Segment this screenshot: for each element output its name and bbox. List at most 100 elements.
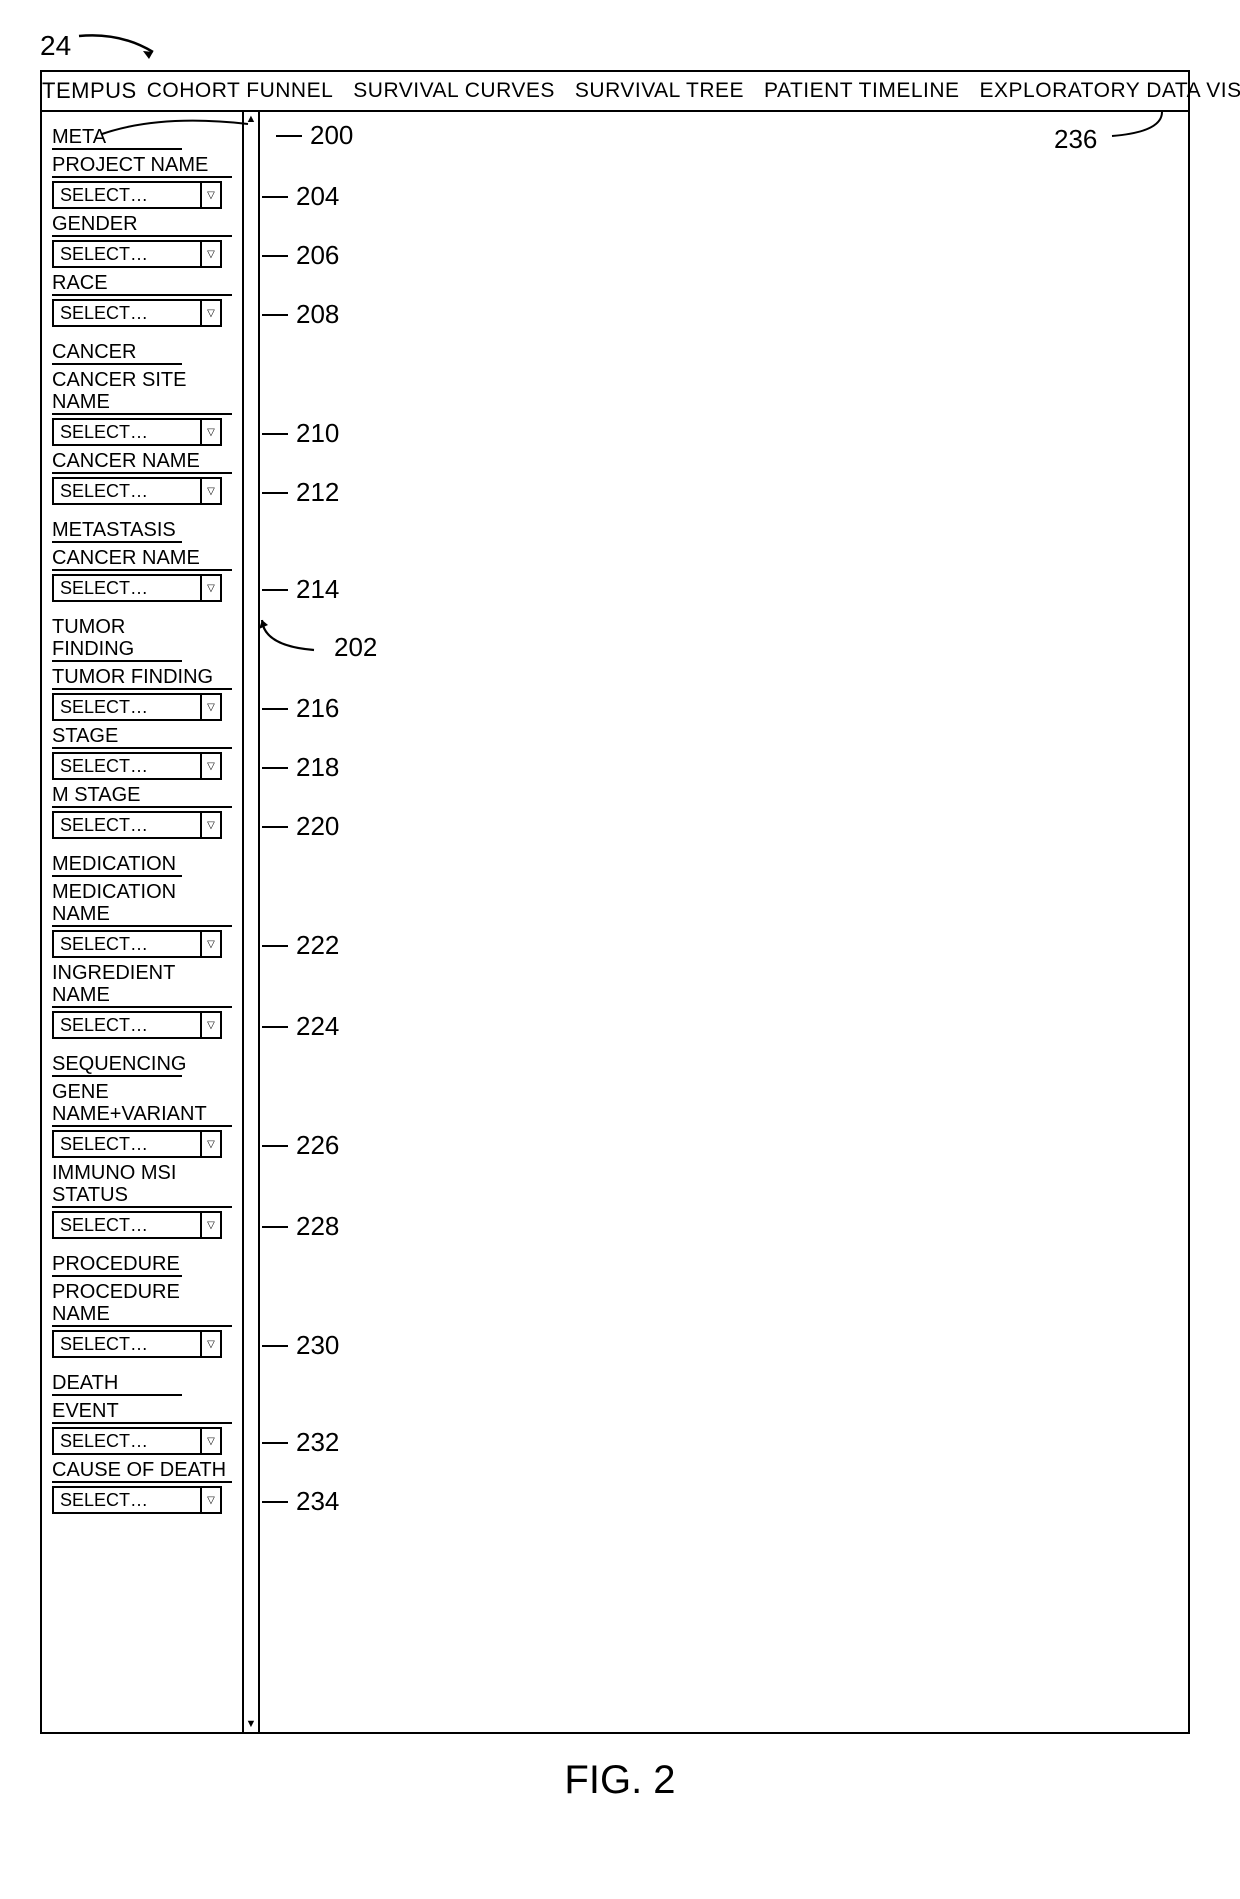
select-dropdown[interactable]: SELECT…▽ — [52, 1427, 222, 1455]
ref-200: 200 — [276, 120, 353, 151]
ref-220: 220 — [262, 811, 339, 842]
field-label: PROJECT NAME — [52, 154, 232, 178]
select-placeholder: SELECT… — [60, 185, 148, 206]
chevron-down-icon: ▽ — [200, 1132, 220, 1156]
tab-cohort-funnel[interactable]: COHORT FUNNEL — [137, 79, 344, 103]
select-dropdown[interactable]: SELECT… ▽ — [52, 693, 222, 721]
select-dropdown[interactable]: SELECT… ▽ — [52, 1330, 222, 1358]
section-title: PROCEDURE — [52, 1253, 182, 1277]
select-placeholder: SELECT… — [60, 303, 148, 324]
select-dropdown[interactable]: SELECT…▽ — [52, 574, 222, 602]
sidebar-container: METAPROJECT NAMESELECT…▽GENDERSELECT…▽RA… — [42, 112, 260, 1732]
arrow-icon — [75, 30, 165, 62]
field-label: GENE NAME+VARIANT — [52, 1081, 232, 1127]
chevron-down-icon: ▽ — [200, 1332, 220, 1356]
section-title: METASTASIS — [52, 519, 182, 543]
content-area: 2002042062082102122142162182202222242262… — [260, 112, 1188, 1732]
select-placeholder: SELECT… — [60, 697, 148, 718]
field-label: STAGE — [52, 725, 232, 749]
select-dropdown[interactable]: SELECT… ▽ — [52, 811, 222, 839]
tab-survival-curves[interactable]: SURVIVAL CURVES — [343, 79, 565, 103]
sidebar-scrollbar[interactable]: ▲ ▼ — [242, 112, 258, 1732]
field-label: INGREDIENT NAME — [52, 962, 232, 1008]
chevron-down-icon: ▽ — [200, 695, 220, 719]
chevron-down-icon: ▽ — [200, 479, 220, 503]
tab-survival-tree[interactable]: SURVIVAL TREE — [565, 79, 754, 103]
tab-exploratory-data[interactable]: EXPLORATORY DATA VISUALIZER — [970, 79, 1240, 103]
select-dropdown[interactable]: SELECT…▽ — [52, 1486, 222, 1514]
figure-ref-number: 24 — [40, 30, 71, 62]
sidebar: METAPROJECT NAMESELECT…▽GENDERSELECT…▽RA… — [42, 112, 242, 1732]
field-label: RACE — [52, 272, 232, 296]
select-placeholder: SELECT… — [60, 244, 148, 265]
select-placeholder: SELECT… — [60, 1431, 148, 1452]
select-placeholder: SELECT… — [60, 1015, 148, 1036]
ref-236: 236 — [1054, 124, 1097, 155]
ref-234: 234 — [262, 1486, 339, 1517]
select-dropdown[interactable]: SELECT… ▽ — [52, 240, 222, 268]
chevron-down-icon: ▽ — [200, 183, 220, 207]
section-title: SEQUENCING — [52, 1053, 182, 1077]
chevron-down-icon: ▽ — [200, 1488, 220, 1512]
select-dropdown[interactable]: SELECT… ▽ — [52, 1211, 222, 1239]
select-placeholder: SELECT… — [60, 815, 148, 836]
section-title: CANCER — [52, 341, 182, 365]
field-label: CAUSE OF DEATH — [52, 1459, 232, 1483]
ref-206: 206 — [262, 240, 339, 271]
select-placeholder: SELECT… — [60, 756, 148, 777]
select-placeholder: SELECT… — [60, 481, 148, 502]
field-label: CANCER SITE NAME — [52, 369, 232, 415]
select-placeholder: SELECT… — [60, 934, 148, 955]
select-dropdown[interactable]: SELECT… ▽ — [52, 418, 222, 446]
field-label: CANCER NAME — [52, 547, 232, 571]
ref-230: 230 — [262, 1330, 339, 1361]
chevron-down-icon: ▽ — [200, 1213, 220, 1237]
section-title: MEDICATION — [52, 853, 182, 877]
chevron-down-icon: ▽ — [200, 754, 220, 778]
ref-208: 208 — [262, 299, 339, 330]
brand-title: TEMPUS — [42, 78, 137, 104]
scroll-down-icon[interactable]: ▼ — [246, 1719, 257, 1730]
field-label: GENDER — [52, 213, 232, 237]
ref-212: 212 — [262, 477, 339, 508]
ref-216: 216 — [262, 693, 339, 724]
figure-ref-arrow: 24 — [40, 30, 1200, 62]
select-dropdown[interactable]: SELECT…▽ — [52, 930, 222, 958]
select-placeholder: SELECT… — [60, 578, 148, 599]
tab-patient-timeline[interactable]: PATIENT TIMELINE — [754, 79, 969, 103]
select-dropdown[interactable]: SELECT… ▽ — [52, 477, 222, 505]
field-label: TUMOR FINDING — [52, 666, 232, 690]
chevron-down-icon: ▽ — [200, 420, 220, 444]
select-placeholder: SELECT… — [60, 1215, 148, 1236]
select-dropdown[interactable]: SELECT… ▽ — [52, 181, 222, 209]
field-label: EVENT — [52, 1400, 232, 1424]
section-title: DEATH — [52, 1372, 182, 1396]
chevron-down-icon: ▽ — [200, 1013, 220, 1037]
ref-connector-200 — [100, 110, 250, 138]
ref-202-arrow-icon — [258, 612, 328, 656]
ref-214: 214 — [262, 574, 339, 605]
ref-224: 224 — [262, 1011, 339, 1042]
field-label: MEDICATION NAME — [52, 881, 232, 927]
select-placeholder: SELECT… — [60, 422, 148, 443]
field-label: M STAGE — [52, 784, 232, 808]
section-title: TUMOR FINDING — [52, 616, 182, 662]
select-dropdown[interactable]: SELECT… ▽ — [52, 752, 222, 780]
ref-232: 232 — [262, 1427, 339, 1458]
chevron-down-icon: ▽ — [200, 813, 220, 837]
select-dropdown[interactable]: SELECT… ▽ — [52, 299, 222, 327]
app-window: TEMPUS COHORT FUNNEL SURVIVAL CURVES SUR… — [40, 70, 1190, 1734]
ref-210: 210 — [262, 418, 339, 449]
ref-226: 226 — [262, 1130, 339, 1161]
ref-218: 218 — [262, 752, 339, 783]
chevron-down-icon: ▽ — [200, 242, 220, 266]
figure-caption: FIG. 2 — [40, 1758, 1200, 1803]
select-placeholder: SELECT… — [60, 1334, 148, 1355]
select-dropdown[interactable]: SELECT… ▽ — [52, 1011, 222, 1039]
field-label: IMMUNO MSI STATUS — [52, 1162, 232, 1208]
chevron-down-icon: ▽ — [200, 301, 220, 325]
select-dropdown[interactable]: SELECT…▽ — [52, 1130, 222, 1158]
header-bar: TEMPUS COHORT FUNNEL SURVIVAL CURVES SUR… — [42, 72, 1188, 112]
ref-222: 222 — [262, 930, 339, 961]
field-label: PROCEDURE NAME — [52, 1281, 232, 1327]
